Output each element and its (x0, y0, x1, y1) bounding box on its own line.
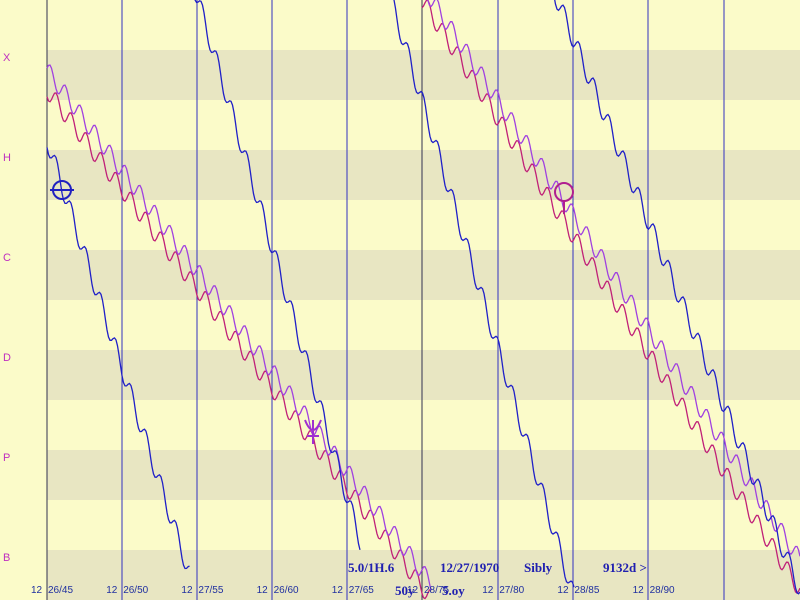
glyphs (50, 180, 574, 444)
band (47, 450, 800, 500)
status-years-2: 5.oy (442, 583, 465, 598)
x-label: 12 (106, 585, 118, 596)
x-label: 28/75 (424, 585, 449, 596)
status-days: 9132d > (603, 560, 647, 575)
status-years: 50y (395, 583, 415, 598)
curve (393, 0, 575, 588)
curve (46, 64, 432, 591)
glyph (304, 419, 322, 444)
band (47, 250, 800, 300)
x-label: 12 (31, 585, 43, 596)
x-label: 26/60 (274, 585, 299, 596)
status-text: 5.0/1H.6 (348, 560, 395, 575)
x-label: 28/85 (574, 585, 599, 596)
x-label: 28/90 (650, 585, 675, 596)
x-label: 12 (482, 585, 494, 596)
status-date: 12/27/1970 (440, 560, 499, 575)
row-label: P (3, 452, 10, 464)
x-label: 12 (332, 585, 344, 596)
x-label: 12 (633, 585, 645, 596)
x-label: 27/80 (499, 585, 524, 596)
row-label: C (3, 252, 11, 264)
row-label: X (3, 52, 11, 64)
curves (46, 0, 800, 600)
curve (194, 0, 361, 551)
row-label: D (3, 352, 11, 364)
grid (46, 0, 725, 600)
row-label: B (3, 552, 10, 564)
x-label: 26/45 (48, 585, 73, 596)
band (47, 350, 800, 400)
bands (47, 50, 800, 600)
curve (46, 147, 190, 570)
curve (421, 0, 800, 595)
curve (46, 92, 432, 600)
labels: X H C D P B 12 26/45 12 26/50 12 27/55 12 26/60 12 27/6… (3, 52, 675, 596)
x-label: 12 (257, 585, 269, 596)
x-label: 27/55 (198, 585, 223, 596)
row-label: H (3, 152, 11, 164)
band (47, 50, 800, 100)
curve (427, 0, 800, 557)
curve (554, 0, 800, 595)
x-label: 26/50 (123, 585, 148, 596)
x-label: 12 (557, 585, 569, 596)
x-label: 12 (181, 585, 193, 596)
band (47, 150, 800, 200)
band (47, 550, 800, 600)
x-label: 27/65 (349, 585, 374, 596)
x-label: 12 (407, 585, 419, 596)
status-chart: Sibly (524, 560, 553, 575)
